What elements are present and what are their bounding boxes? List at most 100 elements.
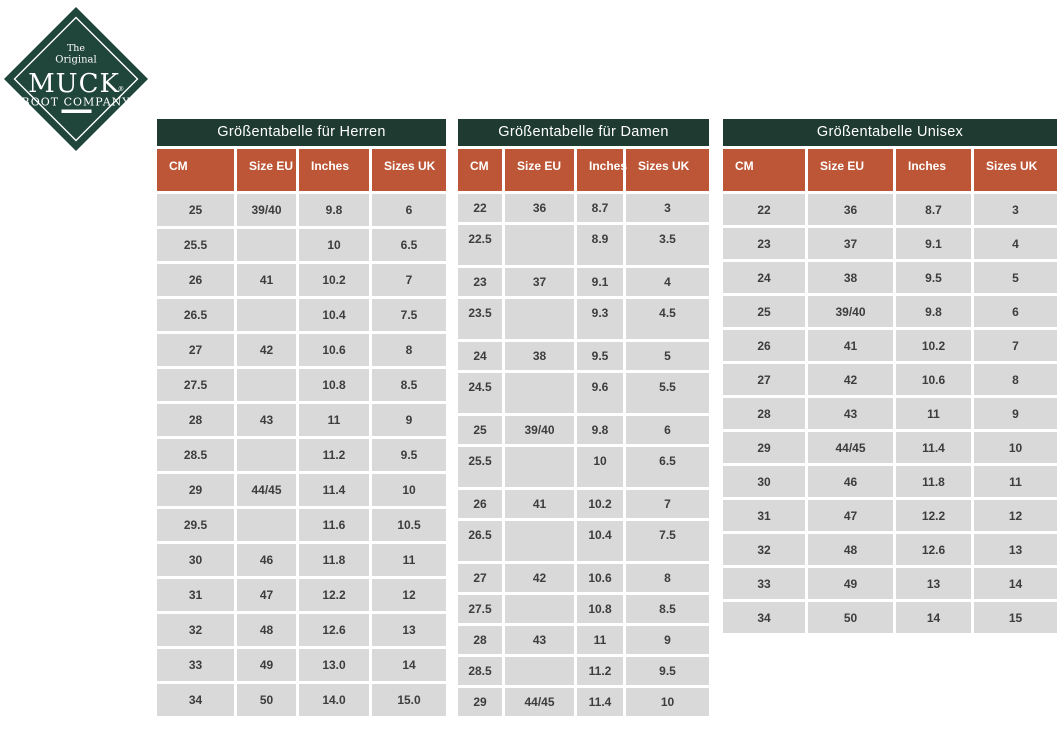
size-cell: 29 — [723, 432, 805, 463]
size-cell — [505, 657, 574, 685]
size-cell: 44/45 — [808, 432, 893, 463]
table-row: 29 44/45 11.4 10 — [723, 432, 1057, 463]
size-cell: 30 — [157, 544, 234, 576]
size-cell: 26.5 — [458, 521, 502, 561]
size-cell — [505, 225, 574, 265]
size-cell: 10.5 — [372, 509, 446, 541]
size-table-herren: CM Size EU Inches Sizes UK 25 39/40 9.8 6 25… — [154, 146, 449, 719]
size-cell: 15 — [974, 602, 1057, 633]
size-cell: 5 — [974, 262, 1057, 293]
size-cell: 49 — [808, 568, 893, 599]
size-cell: 48 — [808, 534, 893, 565]
column-header-cm: CM — [157, 149, 234, 191]
size-cell — [505, 521, 574, 561]
size-cell: 5.5 — [626, 373, 709, 413]
size-cell: 33 — [157, 649, 234, 681]
size-cell: 5 — [626, 342, 709, 370]
size-cell: 44/45 — [237, 474, 296, 506]
size-cell: 9 — [372, 404, 446, 436]
size-cell: 11.8 — [299, 544, 369, 576]
size-cell — [237, 509, 296, 541]
table-row: 30 46 11.8 11 — [723, 466, 1057, 497]
table-row: 28 43 11 9 — [458, 626, 709, 654]
table-row: 32 48 12.6 13 — [157, 614, 446, 646]
size-cell: 12.2 — [896, 500, 971, 531]
column-header-sizes-uk: Sizes UK — [974, 149, 1057, 191]
size-cell: 24.5 — [458, 373, 502, 413]
size-cell: 39/40 — [237, 194, 296, 226]
size-cell: 32 — [157, 614, 234, 646]
table-row: 26 41 10.2 7 — [157, 264, 446, 296]
size-table-block-damen: Größentabelle für Damen CM Size EU Inche… — [455, 119, 712, 719]
size-cell: 36 — [505, 194, 574, 222]
table-row: 33 49 13 14 — [723, 568, 1057, 599]
size-cell: 10.2 — [577, 490, 623, 518]
column-header-sizes-uk: Sizes UK — [372, 149, 446, 191]
size-cell: 9.5 — [372, 439, 446, 471]
size-cell: 22 — [458, 194, 502, 222]
size-cell: 9.5 — [896, 262, 971, 293]
size-cell: 9 — [626, 626, 709, 654]
table-row: 28.5 11.2 9.5 — [157, 439, 446, 471]
logo-diamond — [4, 7, 148, 151]
size-cell: 23 — [723, 228, 805, 259]
size-cell: 34 — [723, 602, 805, 633]
size-cell: 11 — [974, 466, 1057, 497]
size-cell: 11.4 — [299, 474, 369, 506]
table-header-row: CM Size EU Inches Sizes UK — [458, 149, 709, 191]
size-cell: 10.4 — [299, 299, 369, 331]
size-cell: 25.5 — [458, 447, 502, 487]
logo-tagline-top: The — [67, 43, 85, 54]
size-cell: 29.5 — [157, 509, 234, 541]
table-row: 28.5 11.2 9.5 — [458, 657, 709, 685]
size-cell: 3 — [974, 194, 1057, 225]
size-cell: 28.5 — [157, 439, 234, 471]
table-row: 26 41 10.2 7 — [723, 330, 1057, 361]
size-cell: 12.2 — [299, 579, 369, 611]
size-cell: 37 — [505, 268, 574, 296]
size-cell: 9.5 — [577, 342, 623, 370]
size-cell: 38 — [505, 342, 574, 370]
size-cell: 24 — [458, 342, 502, 370]
size-cell: 26 — [723, 330, 805, 361]
size-cell: 11 — [896, 398, 971, 429]
size-cell: 43 — [808, 398, 893, 429]
size-cell: 22 — [723, 194, 805, 225]
size-cell: 25 — [458, 416, 502, 444]
size-cell: 31 — [157, 579, 234, 611]
size-cell: 4.5 — [626, 299, 709, 339]
size-cell: 14 — [372, 649, 446, 681]
size-cell: 39/40 — [808, 296, 893, 327]
column-header-cm: CM — [458, 149, 502, 191]
size-cell: 48 — [237, 614, 296, 646]
size-cell: 24 — [723, 262, 805, 293]
size-cell: 8 — [974, 364, 1057, 395]
column-header-size-eu: Size EU — [808, 149, 893, 191]
table-row: 34 50 14.0 15.0 — [157, 684, 446, 716]
logo-underline — [61, 109, 92, 113]
column-header-sizes-uk: Sizes UK — [626, 149, 709, 191]
table-row: 27.5 10.8 8.5 — [458, 595, 709, 623]
table-row: 27 42 10.6 8 — [157, 334, 446, 366]
size-cell: 6 — [626, 416, 709, 444]
table-row: 27 42 10.6 8 — [458, 564, 709, 592]
size-cell: 46 — [237, 544, 296, 576]
size-cell: 28 — [157, 404, 234, 436]
size-cell: 11.2 — [299, 439, 369, 471]
table-title-herren: Größentabelle für Herren — [157, 119, 446, 146]
size-cell: 9.8 — [577, 416, 623, 444]
size-cell — [237, 229, 296, 261]
size-cell: 26.5 — [157, 299, 234, 331]
size-cell: 41 — [808, 330, 893, 361]
size-cell: 33 — [723, 568, 805, 599]
size-cell: 32 — [723, 534, 805, 565]
size-cell: 44/45 — [505, 688, 574, 716]
table-title-damen: Größentabelle für Damen — [458, 119, 709, 146]
table-title-unisex: Größentabelle Unisex — [723, 119, 1057, 146]
size-cell: 39/40 — [505, 416, 574, 444]
size-cell: 14.0 — [299, 684, 369, 716]
size-cell — [505, 595, 574, 623]
size-cell: 8.7 — [577, 194, 623, 222]
size-cell: 11 — [577, 626, 623, 654]
size-cell: 10.2 — [896, 330, 971, 361]
